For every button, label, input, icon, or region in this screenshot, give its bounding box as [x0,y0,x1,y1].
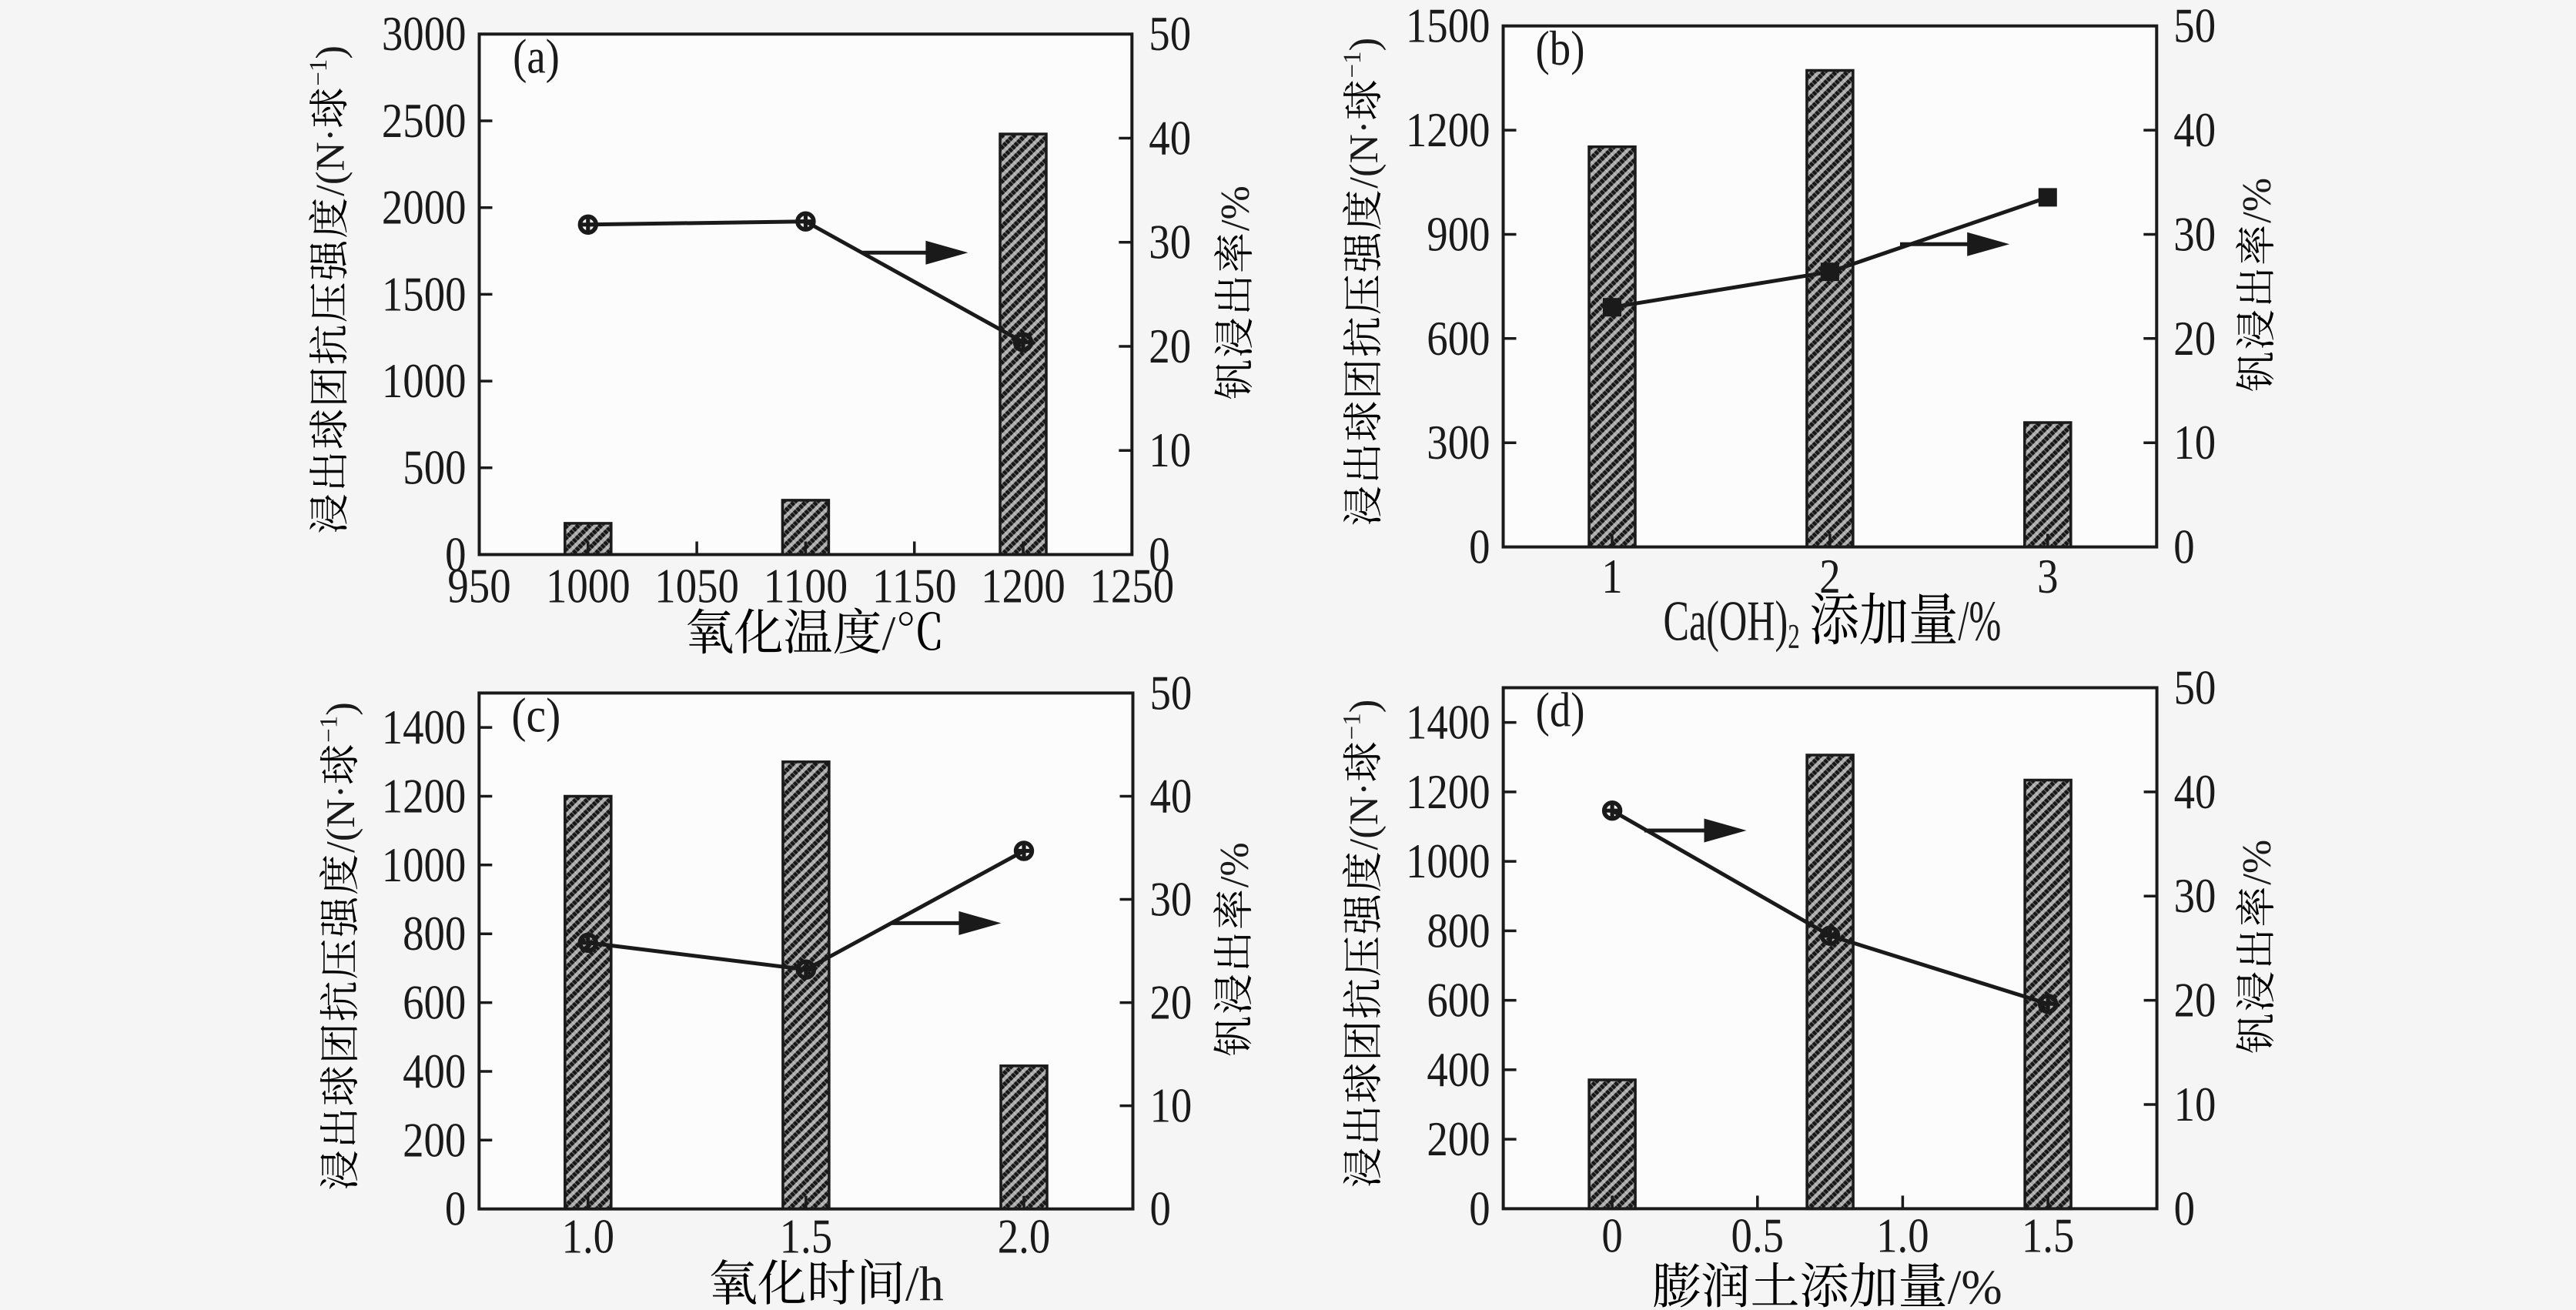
svg-text:2000: 2000 [382,181,467,235]
svg-text:1250: 1250 [1090,559,1175,613]
svg-text:1000: 1000 [382,354,467,408]
svg-text:0: 0 [1469,1181,1490,1235]
svg-text:50: 50 [2173,0,2216,53]
svg-text:1.5: 1.5 [2022,1208,2075,1262]
svg-text:/h: /h [905,1257,944,1310]
svg-text:(c): (c) [511,688,560,742]
svg-text:400: 400 [1427,1043,1490,1097]
svg-text:0: 0 [2174,1181,2195,1235]
svg-text:300: 300 [1427,416,1490,470]
svg-text:20: 20 [1150,976,1193,1030]
svg-text:20: 20 [1149,319,1191,373]
svg-text:1400: 1400 [1406,696,1490,750]
svg-text:600: 600 [1427,974,1490,1028]
svg-text:950: 950 [447,559,510,613]
svg-text:50: 50 [2174,660,2216,714]
svg-text:/(N·: /(N· [1342,120,1387,188]
svg-text:800: 800 [1427,904,1490,957]
svg-text:/: / [882,606,896,660]
svg-text:200: 200 [1427,1112,1490,1166]
svg-text:20: 20 [2173,312,2216,366]
svg-text:40: 40 [1150,769,1193,823]
svg-text:/%: /% [1948,1259,2002,1310]
svg-text:1050: 1050 [654,559,739,613]
svg-text:0: 0 [1149,527,1169,581]
svg-text:−1: −1 [1339,713,1367,740]
svg-text:): ) [319,702,363,716]
svg-text:1400: 1400 [382,700,467,754]
svg-text:1.0: 1.0 [1876,1208,1929,1262]
svg-text:400: 400 [403,1044,466,1098]
svg-text:0: 0 [445,1182,466,1236]
svg-text:(d): (d) [1536,683,1585,737]
svg-text:40: 40 [1149,112,1191,165]
svg-text:): ) [1342,700,1387,713]
svg-text:/%: /% [1959,590,2002,653]
svg-text:200: 200 [403,1113,466,1167]
svg-text:10: 10 [1149,423,1191,477]
svg-text:1500: 1500 [382,267,467,321]
svg-text:0: 0 [1601,1208,1622,1262]
svg-text:10: 10 [2173,416,2216,470]
svg-text:Ca(OH): Ca(OH) [1663,590,1788,653]
svg-text:1.5: 1.5 [780,1210,833,1264]
svg-text:50: 50 [1150,666,1193,720]
svg-text:1500: 1500 [1406,0,1490,53]
svg-text:10: 10 [1150,1079,1193,1133]
svg-text:3000: 3000 [382,7,467,61]
svg-text:600: 600 [403,976,466,1030]
svg-text:40: 40 [2173,103,2216,157]
svg-text:/%: /% [1213,185,1258,231]
svg-text:2: 2 [1788,617,1800,656]
svg-text:0: 0 [445,527,466,581]
svg-text:(a): (a) [513,29,560,83]
svg-text:0: 0 [2173,520,2194,574]
svg-text:900: 900 [1427,207,1490,261]
svg-text:1200: 1200 [981,559,1066,613]
svg-text:500: 500 [403,441,466,495]
svg-text:30: 30 [2174,869,2216,923]
svg-text:0.5: 0.5 [1731,1208,1785,1262]
svg-text:2500: 2500 [382,94,467,148]
svg-text:1: 1 [1601,550,1622,603]
svg-text:2: 2 [1819,550,1840,603]
svg-text:/(N·: /(N· [1342,782,1387,850]
svg-text:/%: /% [1213,842,1257,887]
svg-text:30: 30 [1149,216,1191,269]
svg-text:1100: 1100 [764,559,848,613]
svg-text:0: 0 [1150,1182,1171,1236]
svg-text:40: 40 [2174,765,2216,819]
svg-text:−1: −1 [1339,52,1367,79]
svg-text:50: 50 [1149,7,1191,61]
svg-text:30: 30 [1150,873,1193,927]
svg-text:1000: 1000 [546,559,631,613]
svg-text:1200: 1200 [1406,103,1490,157]
svg-text:−1: −1 [316,716,343,743]
svg-text:0: 0 [1469,520,1490,574]
svg-text:30: 30 [2173,207,2216,261]
svg-text:/%: /% [2235,840,2280,885]
svg-text:/(N·: /(N· [319,785,363,853]
svg-text:(b): (b) [1536,22,1585,75]
svg-text:1.0: 1.0 [562,1210,615,1264]
svg-text:): ) [308,45,353,59]
svg-text:20: 20 [2174,974,2216,1028]
svg-text:−1: −1 [305,59,333,86]
svg-text:/(N·: /(N· [308,129,353,196]
svg-text:10: 10 [2174,1078,2216,1131]
svg-text:2.0: 2.0 [998,1210,1051,1264]
svg-text:1000: 1000 [1406,834,1490,888]
svg-text:3: 3 [2037,550,2058,603]
svg-text:1200: 1200 [382,769,467,823]
svg-text:600: 600 [1427,312,1490,366]
svg-text:): ) [1342,38,1387,52]
svg-text:1200: 1200 [1406,765,1490,819]
svg-text:1150: 1150 [872,559,957,613]
svg-text:1000: 1000 [382,838,467,892]
svg-text:800: 800 [403,907,466,961]
svg-text:/%: /% [2235,178,2280,223]
